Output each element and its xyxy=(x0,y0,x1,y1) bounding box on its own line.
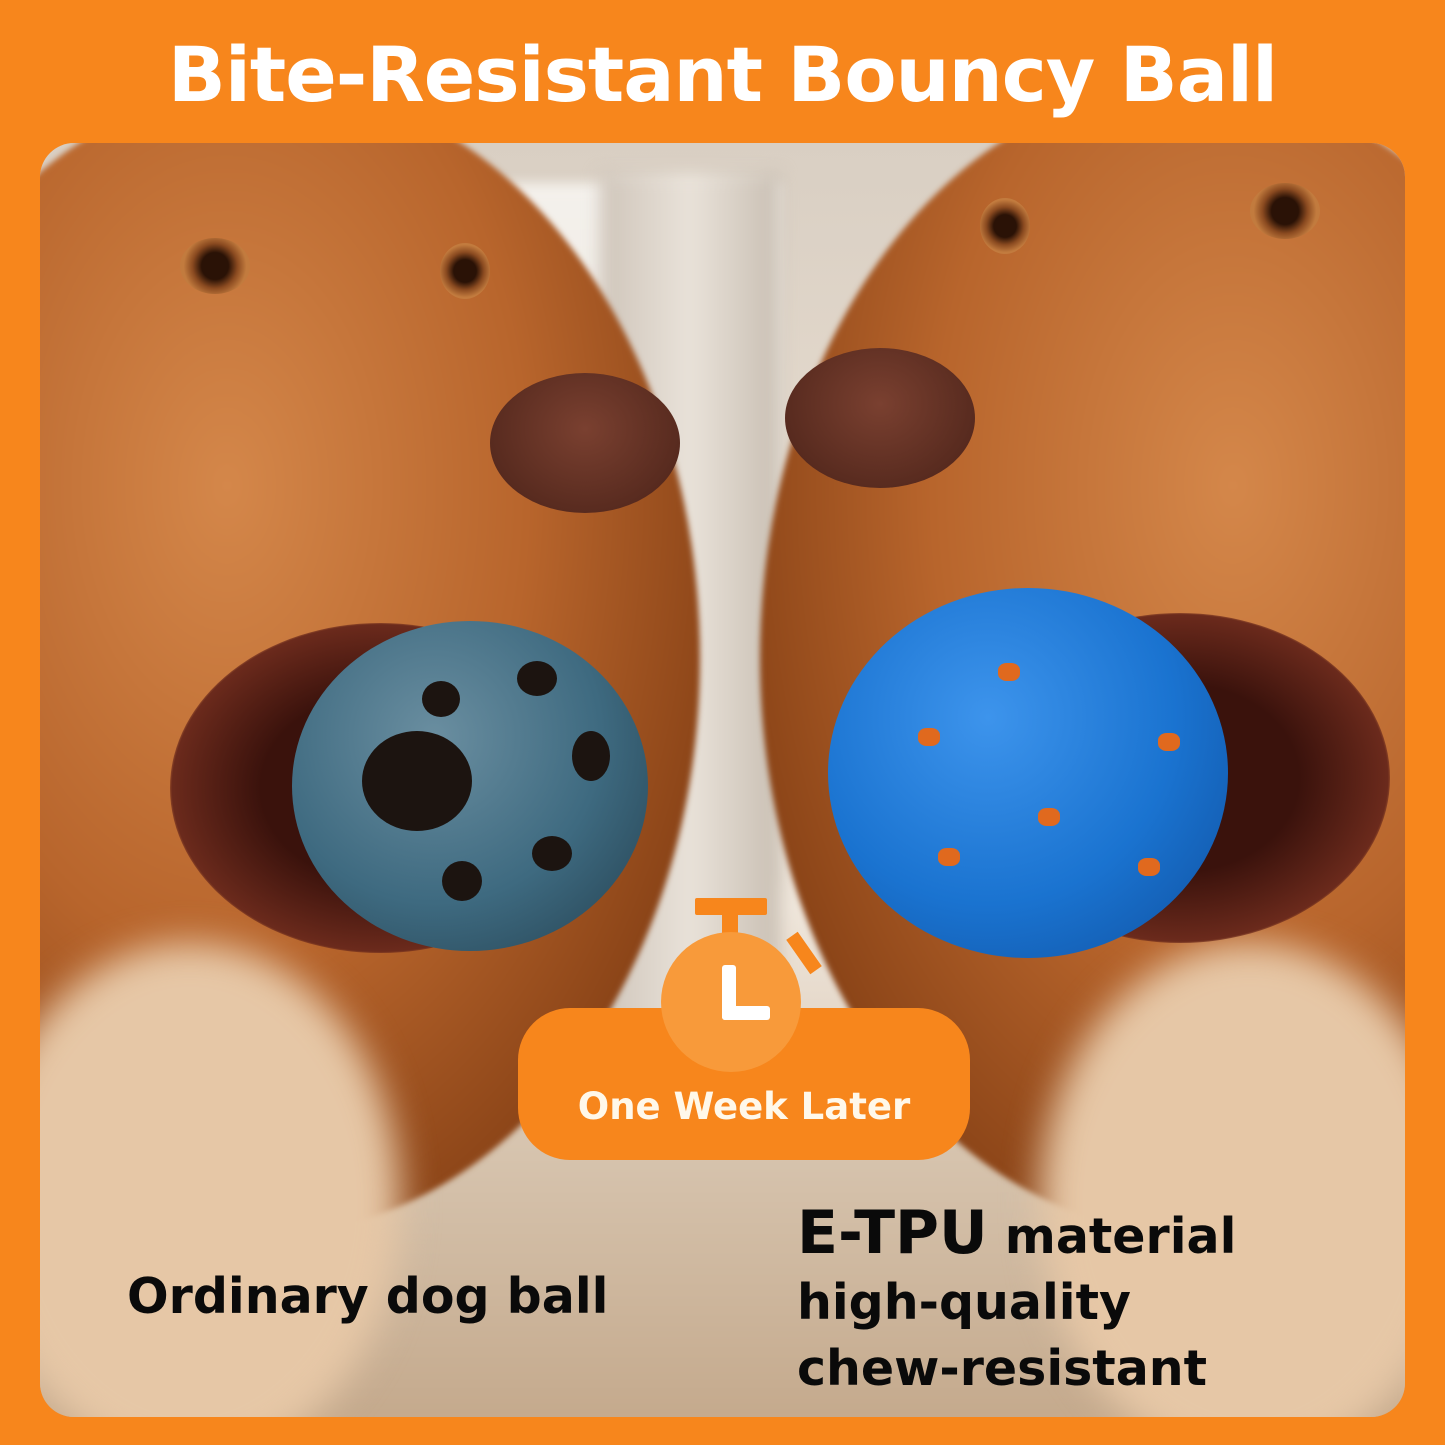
caption-line-3: chew-resistant xyxy=(797,1340,1208,1397)
ball-hole xyxy=(422,681,460,717)
material-suffix: material xyxy=(987,1208,1237,1265)
headline: Bite-Resistant Bouncy Ball xyxy=(167,30,1278,119)
ball-hole xyxy=(532,836,572,871)
ball-spot xyxy=(1158,733,1180,751)
left-dog-nose xyxy=(490,373,680,513)
ball-hole xyxy=(362,731,472,831)
right-dog-chest xyxy=(1040,943,1405,1417)
right-dog-nose xyxy=(785,348,975,488)
right-dog-eye xyxy=(1250,183,1320,239)
caption-line-1: E-TPU material xyxy=(797,1200,1236,1270)
ball-spot xyxy=(1038,808,1060,826)
ball-spot xyxy=(938,848,960,866)
etpu-ball-caption: E-TPU material high-quality chew-resista… xyxy=(797,1200,1236,1402)
stopwatch-button-icon xyxy=(695,898,767,915)
caption-line-2: high-quality xyxy=(797,1274,1131,1331)
badge-label: One Week Later xyxy=(577,1085,911,1128)
etpu-ball xyxy=(828,588,1228,958)
damaged-ordinary-ball xyxy=(292,621,648,951)
ball-spot xyxy=(918,728,940,746)
clock-hand-icon xyxy=(722,1006,770,1020)
ball-spot xyxy=(998,663,1020,681)
ball-hole xyxy=(442,861,482,901)
stopwatch-stem-icon xyxy=(722,912,738,934)
ball-hole xyxy=(517,661,557,696)
ball-hole xyxy=(572,731,610,781)
right-dog-eye xyxy=(980,198,1030,254)
ordinary-ball-caption: Ordinary dog ball xyxy=(127,1268,609,1325)
ball-spot xyxy=(1138,858,1160,876)
left-dog-eye xyxy=(440,243,490,299)
left-dog-eye xyxy=(180,238,250,294)
material-name: E-TPU xyxy=(797,1198,988,1268)
left-dog-chest xyxy=(40,943,400,1417)
comparison-photo xyxy=(40,143,1405,1417)
